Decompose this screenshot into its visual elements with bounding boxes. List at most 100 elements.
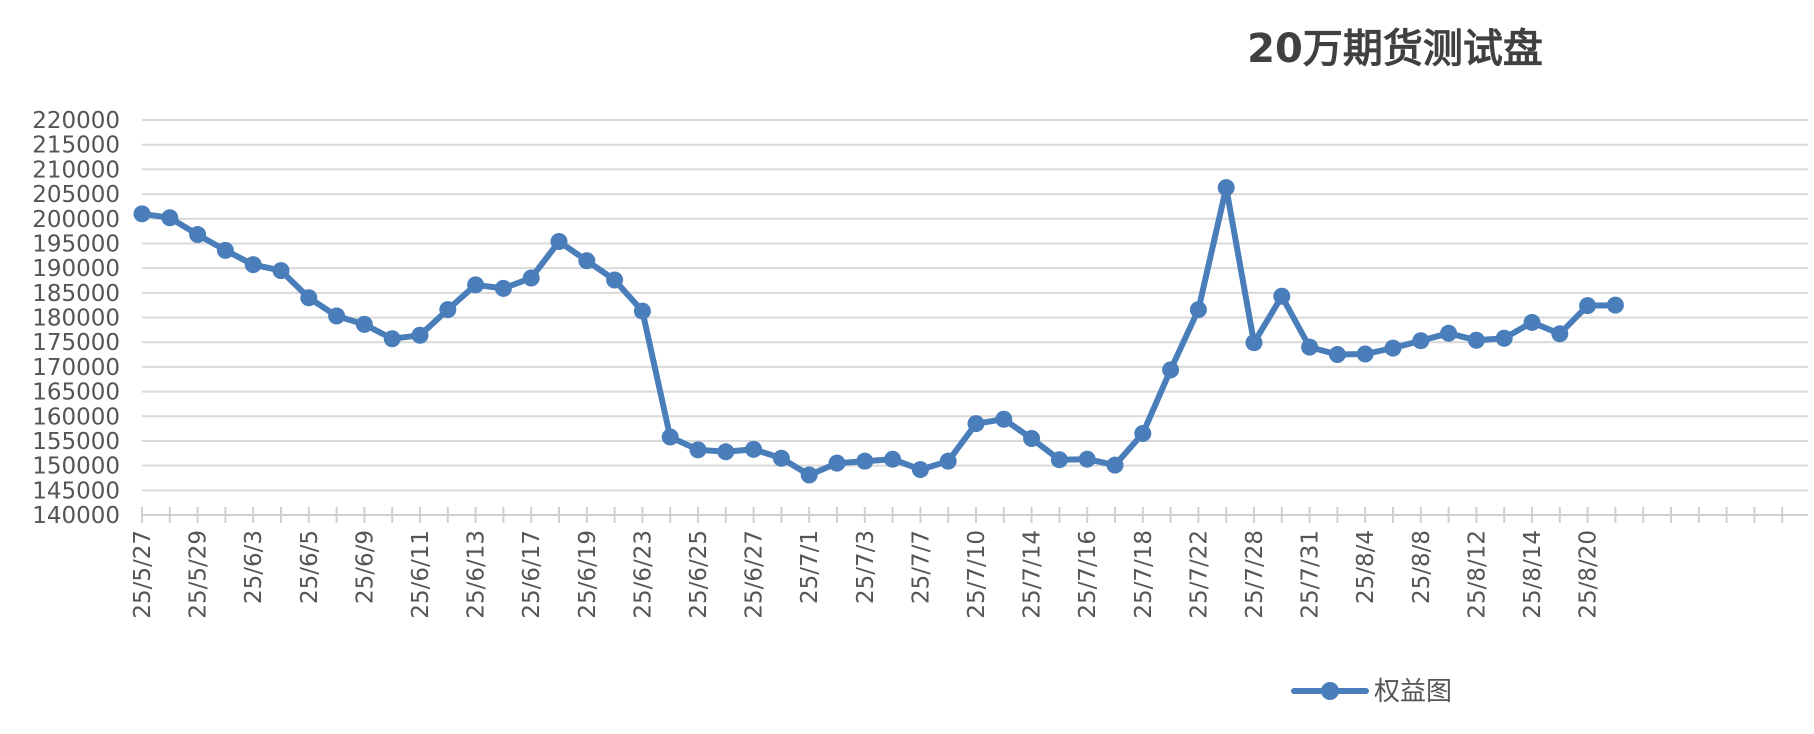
- y-tick-label: 195000: [32, 231, 120, 257]
- data-point: [939, 452, 957, 470]
- data-point: [800, 466, 818, 484]
- grid-lines: [142, 119, 1808, 492]
- data-point: [1078, 450, 1096, 468]
- data-point: [1551, 325, 1569, 343]
- x-tick-label: 25/6/5: [297, 530, 323, 604]
- legend: 权益图: [1291, 677, 1452, 707]
- y-axis-tick-labels: 1400001450001500001550001600001650001700…: [32, 108, 120, 529]
- y-tick-label: 215000: [32, 133, 120, 159]
- data-point: [1217, 179, 1235, 197]
- y-tick-label: 165000: [32, 380, 120, 406]
- data-point: [717, 443, 735, 461]
- legend-marker: [1321, 682, 1339, 700]
- x-tick-label: 25/6/11: [408, 530, 434, 619]
- y-tick-label: 140000: [32, 503, 120, 529]
- x-tick-label: 25/8/4: [1353, 530, 1379, 604]
- data-point: [1134, 425, 1152, 443]
- data-point: [1189, 301, 1207, 319]
- x-tick-label: 25/8/12: [1464, 530, 1490, 619]
- x-tick-label: 25/6/17: [519, 530, 545, 619]
- x-tick-label: 25/7/31: [1298, 530, 1324, 619]
- data-point: [272, 262, 290, 280]
- series-equity: [133, 179, 1624, 484]
- data-point: [328, 307, 346, 325]
- y-tick-label: 210000: [32, 157, 120, 183]
- x-tick-label: 25/6/3: [241, 530, 267, 604]
- data-point: [1301, 338, 1319, 356]
- y-tick-label: 175000: [32, 330, 120, 356]
- data-point: [1162, 361, 1180, 379]
- x-tick-label: 25/6/27: [742, 530, 768, 619]
- x-tick-label: 25/6/23: [630, 530, 656, 619]
- data-point: [828, 454, 846, 472]
- y-tick-label: 200000: [32, 207, 120, 233]
- data-point: [1440, 324, 1458, 342]
- data-point: [216, 241, 234, 259]
- chart-title: 20万期货测试盘: [1247, 26, 1543, 72]
- x-tick-label: 25/7/28: [1242, 530, 1268, 619]
- x-tick-label: 25/7/7: [908, 530, 934, 604]
- data-point: [522, 269, 540, 287]
- data-point: [1467, 331, 1485, 349]
- x-tick-label: 25/7/10: [964, 530, 990, 619]
- data-point: [689, 441, 707, 459]
- data-point: [411, 326, 429, 344]
- data-point: [911, 461, 929, 479]
- x-tick-label: 25/7/1: [797, 530, 823, 604]
- data-point: [550, 232, 568, 250]
- x-tick-label: 25/6/25: [686, 530, 712, 619]
- data-point: [1412, 332, 1430, 350]
- x-tick-label: 25/7/14: [1020, 530, 1046, 619]
- data-point: [967, 415, 985, 433]
- data-point: [661, 428, 679, 446]
- data-point: [1050, 451, 1068, 469]
- data-point: [745, 440, 763, 458]
- data-point: [1495, 329, 1513, 347]
- x-tick-label: 25/6/19: [575, 530, 601, 619]
- y-tick-label: 160000: [32, 404, 120, 430]
- data-point: [189, 226, 207, 244]
- data-point: [355, 315, 373, 333]
- y-tick-label: 150000: [32, 454, 120, 480]
- x-tick-label: 25/6/9: [352, 530, 378, 604]
- x-tick-label: 25/7/18: [1131, 530, 1157, 619]
- x-tick-label: 25/7/3: [853, 530, 879, 604]
- data-point: [1106, 456, 1124, 474]
- data-point: [1356, 345, 1374, 363]
- data-point: [133, 205, 151, 223]
- x-tick-label: 25/5/27: [130, 530, 156, 619]
- data-point: [1328, 346, 1346, 364]
- legend-label: 权益图: [1374, 677, 1452, 707]
- y-tick-label: 205000: [32, 182, 120, 208]
- data-point: [383, 330, 401, 348]
- data-point: [1523, 313, 1541, 331]
- x-tick-label: 25/6/13: [464, 530, 490, 619]
- y-tick-label: 145000: [32, 478, 120, 504]
- y-tick-label: 155000: [32, 429, 120, 455]
- x-tick-label: 25/8/14: [1520, 530, 1546, 619]
- data-point: [1023, 429, 1041, 447]
- data-point: [633, 302, 651, 320]
- data-point: [1579, 297, 1597, 315]
- data-point: [1273, 287, 1291, 305]
- data-point: [300, 289, 318, 307]
- data-point: [856, 452, 874, 470]
- y-tick-label: 220000: [32, 108, 120, 134]
- y-tick-label: 190000: [32, 256, 120, 282]
- x-tick-label: 25/7/16: [1075, 530, 1101, 619]
- data-point: [578, 252, 596, 270]
- data-point: [494, 279, 512, 297]
- data-point: [439, 301, 457, 319]
- data-point: [606, 271, 624, 289]
- y-tick-label: 180000: [32, 306, 120, 332]
- x-axis: 25/5/27 25/5/29 25/6/3 25/6/5 25/6/9 25/6/11 2…: [130, 507, 1808, 619]
- x-tick-label: 25/7/22: [1186, 530, 1212, 619]
- data-point: [244, 256, 262, 274]
- data-point: [161, 209, 179, 227]
- data-point: [995, 410, 1013, 428]
- y-tick-label: 185000: [32, 281, 120, 307]
- x-tick-label: 25/8/8: [1409, 530, 1435, 604]
- data-point: [1384, 339, 1402, 357]
